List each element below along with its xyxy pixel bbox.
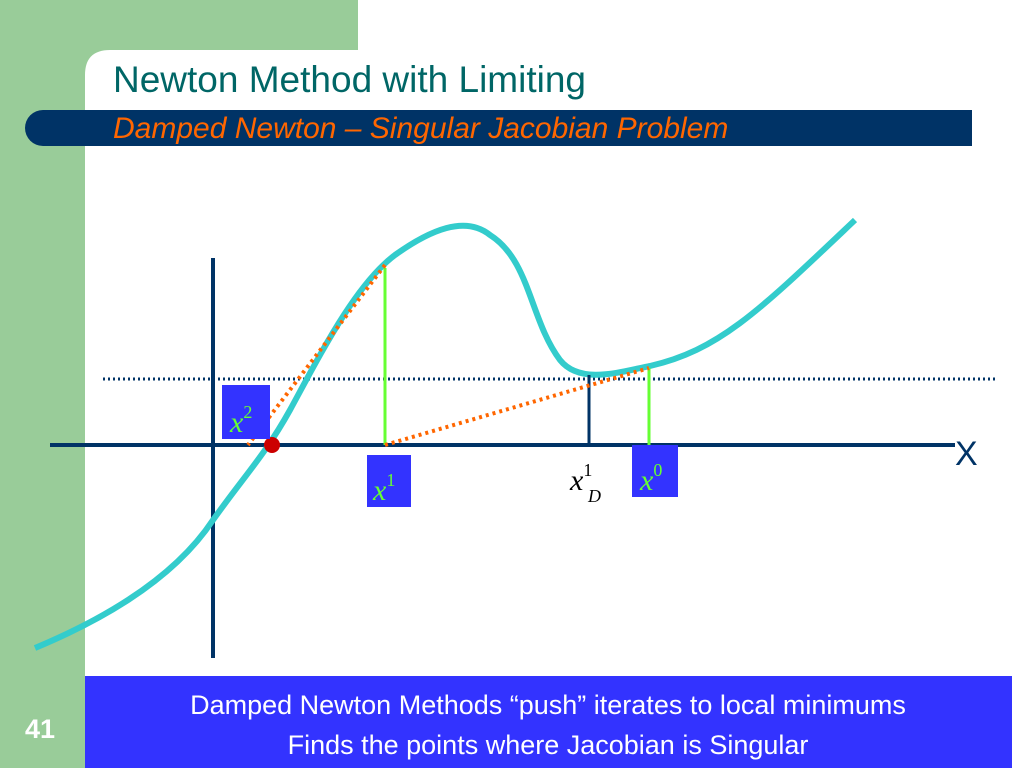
label-box <box>222 385 270 439</box>
curve <box>33 217 858 651</box>
slide-number: 41 <box>25 714 55 744</box>
label-box <box>632 445 678 497</box>
title: Newton Method with Limiting <box>113 59 586 100</box>
axis-label: X <box>955 435 978 473</box>
iterate-label: x1 <box>372 470 395 507</box>
label-box <box>367 455 411 507</box>
damped-label: x1 D <box>569 460 601 506</box>
title-bar <box>25 110 972 146</box>
root-point <box>264 437 280 453</box>
iterate-label: x2 <box>229 402 252 439</box>
note-line: Finds the points where Jacobian is Singu… <box>288 730 809 760</box>
note-box <box>85 676 1012 768</box>
side-band <box>0 0 358 768</box>
tangent <box>246 263 387 447</box>
note-line: Damped Newton Methods “push” iterates to… <box>190 690 906 720</box>
subtitle: Damped Newton – Singular Jacobian Proble… <box>113 112 728 145</box>
iterate-label: x0 <box>639 460 662 497</box>
